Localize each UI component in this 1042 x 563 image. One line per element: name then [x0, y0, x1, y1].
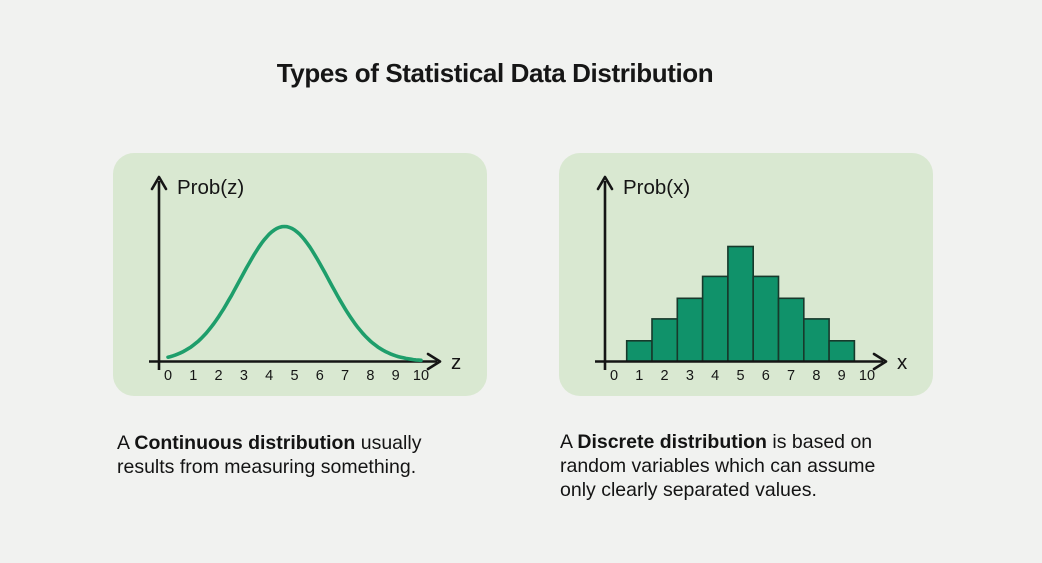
bar-x9 — [828, 340, 856, 363]
axes: Prob(z) z — [149, 175, 461, 374]
caption-line: A Continuous distribution usually — [117, 431, 517, 455]
bar-x2 — [651, 318, 679, 363]
caption-segment: A — [560, 431, 578, 453]
x-tick-label: 4 — [265, 368, 273, 384]
x-tick-label: 8 — [812, 368, 820, 384]
x-tick-labels: 0 1 2 3 4 5 6 7 8 9 10 — [610, 368, 875, 384]
y-axis-arrow-icon — [596, 175, 614, 191]
x-tick-label: 6 — [762, 368, 770, 384]
x-axis-arrow-icon — [872, 352, 888, 371]
caption-segment: usually — [355, 432, 422, 454]
x-tick-label: 5 — [736, 368, 744, 384]
caption-segment: is based on — [766, 431, 873, 453]
x-axis-arrow-icon — [426, 352, 442, 371]
x-tick-label: 1 — [635, 368, 643, 384]
caption-segment: A — [117, 432, 135, 454]
x-tick-label: 7 — [787, 368, 795, 384]
caption-segment: results from measuring something. — [117, 456, 417, 478]
bell-curve — [166, 224, 423, 363]
bar-x4 — [701, 275, 729, 363]
x-tick-label: 0 — [610, 368, 618, 384]
x-tick-label: 2 — [215, 368, 223, 384]
x-tick-label: 10 — [859, 368, 875, 384]
x-tick-label: 7 — [341, 368, 349, 384]
x-tick-label: 5 — [290, 368, 298, 384]
y-axis-label: Prob(x) — [623, 176, 690, 199]
caption-segment: Discrete distribution — [577, 431, 767, 453]
x-axis-label: z — [451, 351, 461, 374]
continuous-distribution-caption: A Continuous distribution usually results… — [117, 431, 517, 479]
caption-segment: only clearly separated values. — [560, 479, 817, 501]
x-tick-label: 6 — [316, 368, 324, 384]
x-tick-label: 10 — [413, 368, 429, 384]
bar-x7 — [777, 297, 805, 363]
histogram-bars — [625, 245, 856, 363]
x-tick-label: 2 — [661, 368, 669, 384]
bar-x3 — [676, 297, 704, 363]
x-tick-label: 4 — [711, 368, 719, 384]
y-axis-arrow-icon — [150, 175, 168, 191]
bar-x5 — [727, 245, 754, 363]
bar-x1 — [625, 340, 653, 363]
x-tick-label: 3 — [686, 368, 694, 384]
caption-line: results from measuring something. — [117, 455, 517, 479]
y-axis-label: Prob(z) — [177, 176, 244, 199]
axes: Prob(x) x — [595, 175, 908, 374]
continuous-distribution-panel: Prob(z) z 0 1 2 3 4 5 6 7 8 9 10 — [113, 153, 487, 396]
x-tick-label: 3 — [240, 368, 248, 384]
caption-line: random variables which can assume — [560, 454, 960, 478]
continuous-distribution-chart: Prob(z) z 0 1 2 3 4 5 6 7 8 9 10 — [149, 175, 461, 384]
caption-segment: Continuous distribution — [134, 432, 356, 454]
bar-x8 — [803, 318, 830, 363]
x-axis-label: x — [897, 351, 908, 374]
discrete-distribution-chart: Prob(x) x 0 1 2 3 4 5 6 7 8 9 10 — [595, 175, 908, 384]
x-tick-label: 9 — [838, 368, 846, 384]
bar-x6 — [752, 275, 780, 363]
caption-segment: random variables which can assume — [560, 455, 876, 477]
page-title: Types of Statistical Data Distribution — [276, 58, 714, 88]
caption-line: A Discrete distribution is based on — [560, 430, 960, 454]
caption-line: only clearly separated values. — [560, 478, 960, 502]
discrete-distribution-panel: Prob(x) x 0 1 2 3 4 5 6 7 8 9 10 — [559, 153, 933, 396]
x-tick-label: 8 — [366, 368, 374, 384]
x-tick-label: 9 — [392, 368, 400, 384]
x-tick-label: 1 — [189, 368, 197, 384]
x-tick-labels: 0 1 2 3 4 5 6 7 8 9 10 — [164, 368, 429, 384]
x-tick-label: 0 — [164, 368, 172, 384]
discrete-distribution-caption: A Discrete distribution is based on rando… — [560, 430, 960, 502]
